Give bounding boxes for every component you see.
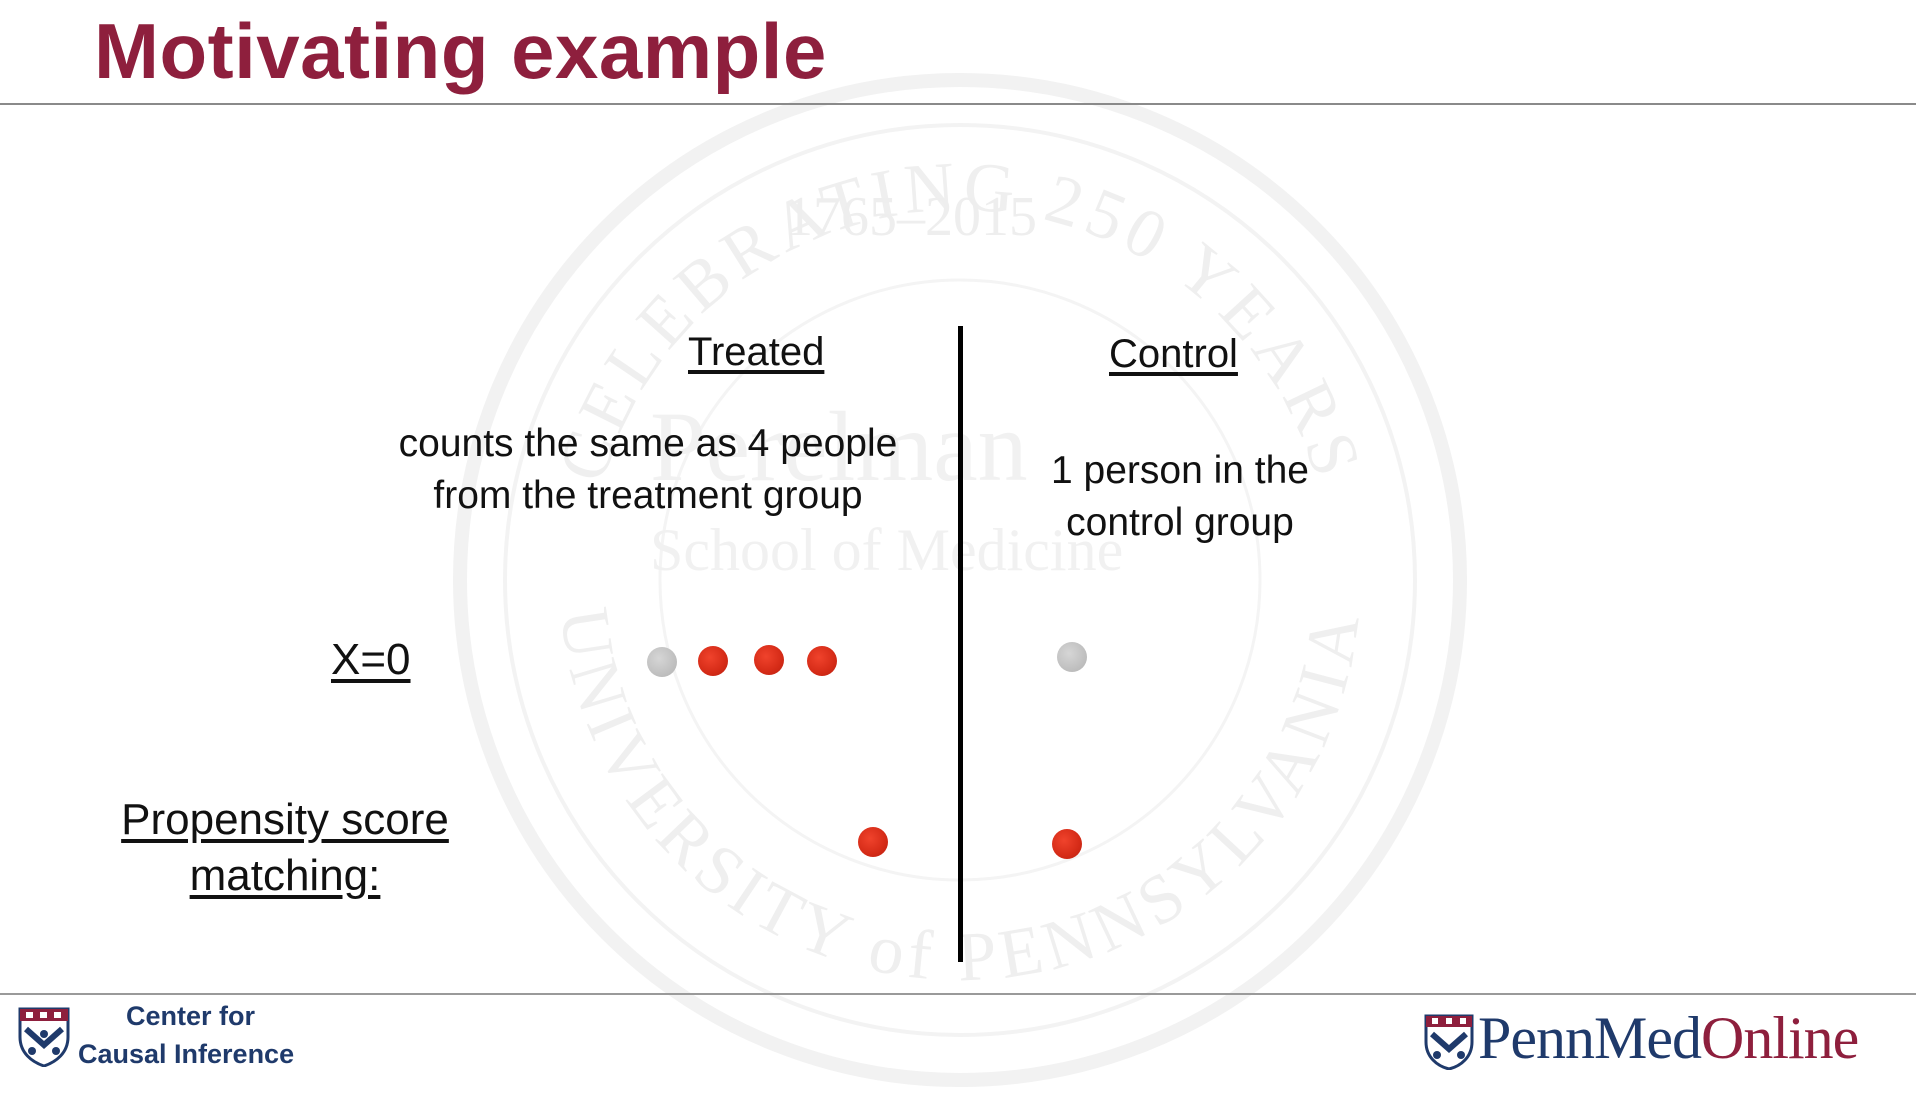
- brand-part2: Online: [1700, 1005, 1859, 1071]
- treated-heading: Treated: [688, 330, 825, 374]
- row-label-x0: X=0: [331, 635, 411, 684]
- x0-treated-dot-4: [807, 646, 837, 676]
- center-name-line2: Causal Inference: [78, 1039, 295, 1069]
- control-heading: Control: [1109, 332, 1238, 376]
- row-label-propensity: Propensity score matching:: [121, 795, 449, 900]
- watermark-years: 1765–2015: [785, 186, 1037, 248]
- slide-title: Motivating example: [94, 7, 827, 95]
- ps-control-dot-1: [1052, 829, 1082, 859]
- pennmedonline-wordmark: PennMedOnline: [1478, 1004, 1859, 1073]
- center-name-line1: Center for: [126, 1001, 256, 1031]
- x0-treated-dot-3: [754, 645, 784, 675]
- penn-shield-icon: [18, 1007, 70, 1067]
- column-divider: [958, 326, 963, 962]
- x0-treated-dot-1: [647, 647, 677, 677]
- pennmed-shield-icon: [1424, 1014, 1474, 1070]
- control-description: 1 person in the control group: [1050, 449, 1309, 544]
- footer-rule: [0, 993, 1916, 995]
- title-rule: [0, 103, 1916, 105]
- x0-treated-dot-2: [698, 646, 728, 676]
- slide: CELEBRATING 250 YEARS UNIVERSITY of PENN…: [0, 7, 1916, 1087]
- treated-description: counts the same as 4 people from the tre…: [398, 422, 898, 517]
- ps-treated-dot-1: [858, 827, 888, 857]
- x0-control-dot-1: [1057, 642, 1087, 672]
- brand-part1: PennMed: [1478, 1005, 1702, 1071]
